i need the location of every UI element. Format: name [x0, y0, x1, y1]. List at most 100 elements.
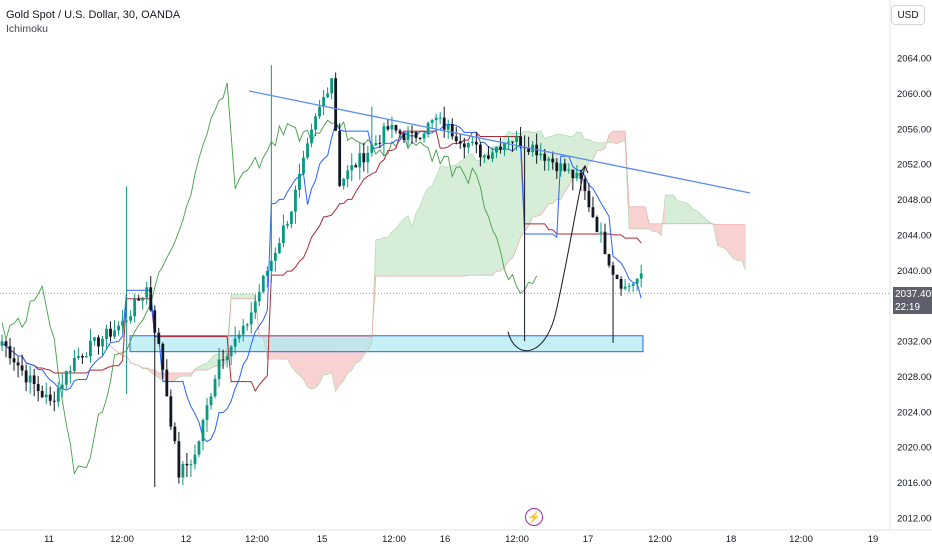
- cloud-segment: [432, 176, 437, 277]
- cloud-segment: [243, 294, 248, 299]
- cloud-segment: [460, 158, 465, 277]
- cloud-segment: [464, 155, 469, 277]
- candle: [141, 296, 145, 310]
- candle: [551, 151, 555, 170]
- candle: [559, 162, 563, 177]
- cloud-segment: [649, 223, 654, 232]
- candle-body: [282, 225, 285, 244]
- candle: [478, 142, 482, 167]
- y-tick-label: 2064.000: [897, 54, 932, 65]
- support-zone[interactable]: [129, 335, 644, 353]
- candle-body: [93, 337, 96, 341]
- candle: [137, 294, 141, 301]
- symbol-title[interactable]: Gold Spot / U.S. Dollar, 30, OANDA: [6, 9, 181, 21]
- x-tick-label: 12:00: [245, 534, 269, 545]
- y-tick-label: 2024.000: [897, 407, 932, 418]
- candle: [101, 336, 104, 356]
- candle: [402, 132, 406, 144]
- lightning-icon[interactable]: ⚡: [525, 508, 543, 526]
- y-tick-label: 2012.000: [897, 514, 932, 525]
- chart-legend: Gold Spot / U.S. Dollar, 30, OANDA Ichim…: [6, 8, 180, 36]
- candle: [145, 281, 149, 305]
- candle: [133, 293, 137, 323]
- candles: [0, 65, 643, 488]
- cloud-segment: [564, 135, 569, 193]
- cloud-segment: [741, 224, 746, 271]
- candle-body: [97, 337, 100, 347]
- candle: [434, 113, 438, 131]
- indicator-name[interactable]: Ichimoku: [6, 23, 49, 35]
- candle-body: [410, 131, 414, 133]
- cloud-segment: [492, 146, 497, 276]
- candle: [89, 328, 92, 363]
- candle-body: [511, 141, 514, 143]
- candle: [225, 352, 229, 368]
- candle-body: [265, 271, 269, 276]
- candle: [56, 382, 60, 408]
- cloud-segment: [448, 165, 453, 277]
- candle-body: [583, 178, 587, 191]
- candle: [205, 397, 209, 432]
- candle-body: [366, 152, 370, 163]
- y-tick-label: 2032.000: [897, 337, 932, 348]
- candle-body: [551, 158, 555, 163]
- y-tick-label: 2040.000: [897, 266, 932, 277]
- candle-body: [60, 384, 64, 389]
- candle-body: [298, 173, 301, 190]
- candle-body: [273, 253, 277, 261]
- cloud-segment: [387, 231, 392, 277]
- cloud-segment: [379, 237, 384, 277]
- candle: [237, 330, 241, 343]
- candle-body: [635, 278, 639, 284]
- candle-body: [579, 172, 583, 179]
- candle-body: [478, 144, 482, 158]
- candle-body: [539, 153, 543, 156]
- candle: [418, 136, 422, 141]
- candle-body: [173, 426, 177, 442]
- candle-body: [229, 346, 233, 357]
- support-zone-box: [129, 335, 644, 353]
- candle-body: [555, 162, 559, 172]
- candle: [527, 136, 531, 155]
- cloud-segment: [717, 224, 722, 248]
- candle-body: [189, 464, 193, 466]
- candle: [153, 305, 157, 488]
- cloud-segment: [235, 294, 240, 299]
- candle: [85, 352, 88, 358]
- candle-body: [0, 341, 4, 346]
- candle: [48, 386, 52, 406]
- candle-body: [591, 207, 595, 218]
- candle: [483, 154, 486, 163]
- candle: [595, 215, 599, 233]
- candle-body: [354, 165, 358, 168]
- cloud-segment: [641, 206, 646, 229]
- time-axis[interactable]: 11 12:00 12 12:00 15 12:00 16 12:00 17 12:00 18 12:…: [0, 529, 932, 545]
- candle-body: [599, 231, 603, 233]
- drawings[interactable]: [0, 90, 890, 352]
- cloud-segment: [512, 133, 517, 258]
- candle-body: [20, 365, 24, 371]
- candle: [165, 359, 169, 397]
- candle: [398, 128, 402, 138]
- cloud-segment: [613, 131, 618, 144]
- cloud-segment: [737, 224, 742, 261]
- cloud-segment: [182, 372, 187, 377]
- currency-button[interactable]: USD: [891, 5, 925, 25]
- candle: [221, 349, 225, 369]
- candle: [366, 145, 370, 174]
- y-tick-label: 2048.000: [897, 195, 932, 206]
- candle-body: [294, 189, 297, 212]
- candle: [382, 122, 386, 156]
- candle: [519, 126, 522, 149]
- cloud-segment: [544, 136, 549, 210]
- candle: [470, 136, 474, 146]
- candle-body: [631, 283, 635, 286]
- candle-body: [418, 138, 422, 140]
- cloud-segment: [669, 195, 674, 224]
- candle: [567, 163, 571, 174]
- cloud-segment: [178, 372, 183, 377]
- price-axis[interactable]: 2064.000 2060.000 2056.000 2052.000 2048.000…: [889, 0, 932, 530]
- candle: [273, 247, 277, 272]
